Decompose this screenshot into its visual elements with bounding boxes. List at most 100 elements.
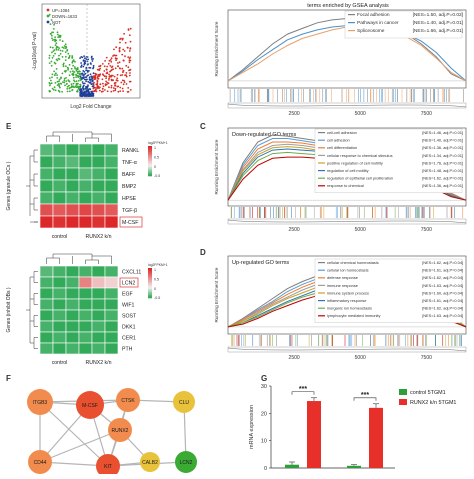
gsea-legend-label: cell adhesion bbox=[327, 138, 350, 143]
volcano-point-down bbox=[64, 51, 67, 53]
heatmap-gene-label: PTH bbox=[122, 347, 133, 353]
bar-legend-label: control 5TGM1 bbox=[410, 390, 446, 396]
volcano-point-down bbox=[77, 82, 79, 85]
heatmap-cell bbox=[91, 309, 106, 322]
volcano-point-down bbox=[69, 90, 71, 93]
heatmap-cell bbox=[39, 298, 54, 311]
heatmap-cell bbox=[91, 331, 106, 344]
gsea-xtick: 2500 bbox=[289, 111, 300, 117]
heatmap-cell bbox=[78, 331, 93, 344]
gsea-top-panel: Running Enrichment Score Focal adhesion [N… bbox=[198, 0, 474, 118]
volcano-point-down bbox=[51, 31, 53, 34]
heatmap-cell bbox=[91, 215, 106, 229]
volcano-point-down bbox=[79, 79, 82, 82]
heatmap-highlight-box bbox=[119, 216, 143, 228]
heatmap-cell bbox=[39, 191, 54, 205]
volcano-point-up bbox=[117, 62, 119, 64]
volcano-point-not bbox=[89, 79, 91, 81]
colorbar-segment bbox=[148, 168, 152, 171]
heatmap-gene-label: HPSE bbox=[122, 196, 137, 202]
volcano-point-down bbox=[50, 82, 53, 85]
volcano-point-down bbox=[54, 52, 56, 55]
volcano-point-not bbox=[89, 73, 92, 76]
volcano-point-up bbox=[129, 89, 132, 91]
volcano-point-down bbox=[75, 73, 77, 76]
heatmap-cell bbox=[91, 203, 106, 217]
heatmap-cell bbox=[52, 167, 67, 181]
heatmap-cell bbox=[52, 298, 67, 311]
heatmap-cell bbox=[78, 342, 93, 355]
colorbar-segment bbox=[148, 292, 152, 294]
volcano-point-not bbox=[86, 89, 88, 92]
volcano-point-up bbox=[94, 74, 97, 77]
heatmap-cell bbox=[78, 167, 93, 181]
colorbar-segment bbox=[148, 146, 152, 148]
volcano-point-not bbox=[82, 82, 85, 85]
volcano-point-up bbox=[93, 86, 96, 89]
volcano-ylabel: -Log10(adj P-val) bbox=[32, 31, 38, 70]
colorbar-segment bbox=[148, 161, 152, 163]
heatmap-cell bbox=[78, 320, 93, 333]
heatmap-cell bbox=[78, 265, 93, 278]
volcano-point-up bbox=[124, 41, 127, 44]
volcano-point-up bbox=[125, 75, 128, 78]
gsea-legend-nes: [NES=1.36, adj.P=0.01] bbox=[422, 145, 463, 150]
volcano-point-down bbox=[62, 65, 65, 68]
volcano-point-down bbox=[74, 67, 77, 70]
gsea-legend-label: Focal adhesion bbox=[357, 12, 390, 18]
volcano-point-down bbox=[73, 80, 76, 83]
volcano-point-up bbox=[121, 38, 124, 41]
volcano-point-down bbox=[72, 64, 74, 67]
heatmap-gene-label: RANKL bbox=[122, 148, 139, 154]
volcano-point-down bbox=[79, 77, 82, 79]
volcano-point-down bbox=[62, 47, 65, 49]
heatmap-cell bbox=[39, 179, 54, 193]
volcano-point-up bbox=[127, 90, 130, 93]
volcano-point-down bbox=[59, 36, 62, 38]
heatmap-cell bbox=[104, 203, 119, 217]
volcano-point-up bbox=[127, 28, 130, 31]
volcano-point-down bbox=[75, 84, 78, 86]
volcano-point-up bbox=[99, 67, 101, 70]
volcano-point-up bbox=[94, 72, 97, 75]
heatmap-cell bbox=[39, 331, 54, 344]
volcano-point-up bbox=[111, 68, 113, 71]
volcano-point-up bbox=[121, 67, 124, 70]
volcano-point-down bbox=[68, 80, 70, 82]
panel-letter-d: D bbox=[200, 248, 206, 257]
volcano-point-up bbox=[104, 83, 107, 86]
colorbar-tick: -0.5 bbox=[154, 296, 160, 300]
volcano-point-not bbox=[91, 80, 94, 83]
volcano-point-down bbox=[65, 77, 67, 79]
volcano-point-up bbox=[128, 57, 131, 60]
volcano-point-down bbox=[55, 39, 58, 42]
heatmap-cell bbox=[65, 191, 80, 205]
network-node-ctsk bbox=[116, 388, 140, 412]
network-node-calb2 bbox=[140, 452, 160, 472]
volcano-point-down bbox=[72, 85, 74, 88]
colorbar-segment bbox=[148, 165, 152, 168]
volcano-point-down bbox=[61, 40, 64, 43]
gsea-xtick: 2500 bbox=[289, 355, 300, 361]
gsea-legend-nes: [NES=1.40, adj.P=0.01] bbox=[422, 138, 463, 143]
gsea-legend-nes: [NES=1.36, adj.P=0.01] bbox=[422, 183, 463, 188]
volcano-legend-label: UP=1084 bbox=[52, 8, 70, 13]
heatmap-cell bbox=[91, 320, 106, 333]
volcano-point-down bbox=[63, 77, 66, 80]
volcano-point-up bbox=[123, 50, 126, 52]
volcano-point-down bbox=[54, 72, 57, 75]
volcano-point-not bbox=[82, 88, 85, 91]
gsea-legend-label: Pathways in cancer bbox=[357, 20, 399, 26]
heatmap-cell bbox=[91, 265, 106, 278]
volcano-point-not bbox=[83, 71, 86, 73]
volcano-point-up bbox=[122, 83, 125, 86]
colorbar-segment bbox=[148, 278, 152, 281]
heatmap-cell bbox=[104, 320, 119, 333]
heatmap-cell bbox=[65, 215, 80, 229]
volcano-point-down bbox=[48, 13, 51, 16]
colorbar-segment bbox=[148, 173, 152, 175]
volcano-point-up bbox=[103, 70, 106, 72]
volcano-point-up bbox=[124, 55, 126, 58]
gsea-upregulated-plot: Up-regulated GO terms Running Enrichment … bbox=[214, 255, 467, 361]
volcano-point-down bbox=[67, 68, 69, 71]
